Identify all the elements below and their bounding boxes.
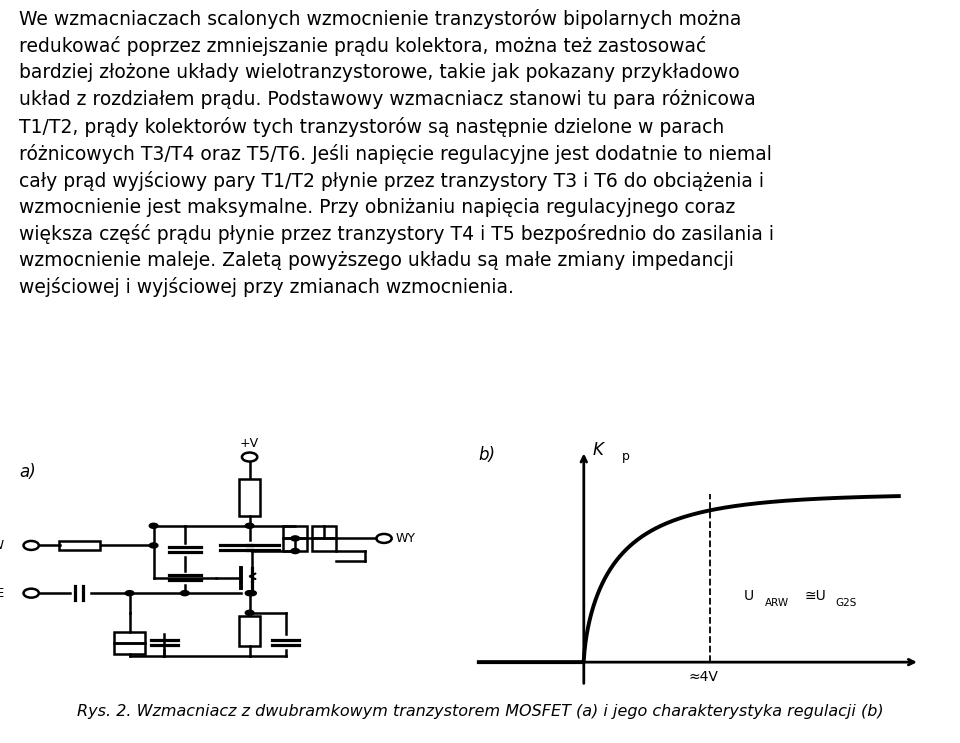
- Text: a): a): [19, 463, 36, 481]
- Circle shape: [291, 548, 300, 554]
- Bar: [283, 539, 307, 551]
- Text: Rys. 2. Wzmacniacz z dwubramkowym tranzystorem MOSFET (a) i jego charakterystyka: Rys. 2. Wzmacniacz z dwubramkowym tranzy…: [77, 704, 883, 719]
- Text: We wzmacniaczach scalonych wzmocnienie tranzystorów bipolarnych można
redukować : We wzmacniaczach scalonych wzmocnienie t…: [19, 9, 774, 297]
- Circle shape: [248, 591, 256, 596]
- Bar: [239, 479, 260, 516]
- Text: ≈4V: ≈4V: [688, 670, 718, 684]
- Bar: [283, 526, 307, 539]
- Circle shape: [291, 536, 300, 541]
- Text: b): b): [479, 447, 495, 464]
- Circle shape: [150, 543, 157, 548]
- Text: WY: WY: [396, 532, 416, 545]
- Text: K: K: [592, 441, 603, 459]
- Text: U: U: [743, 588, 754, 603]
- Text: +V: +V: [240, 437, 259, 450]
- Text: ≅U: ≅U: [804, 588, 826, 603]
- Bar: [114, 643, 145, 654]
- Text: ARW: ARW: [0, 539, 5, 552]
- Bar: [312, 539, 336, 551]
- Circle shape: [150, 523, 157, 528]
- Text: ARW: ARW: [765, 597, 789, 608]
- Bar: [59, 541, 100, 550]
- Circle shape: [246, 523, 254, 528]
- Text: p: p: [621, 450, 630, 463]
- Text: WE: WE: [0, 587, 5, 600]
- Circle shape: [246, 591, 254, 596]
- Circle shape: [246, 610, 254, 615]
- Text: G2S: G2S: [836, 597, 857, 608]
- Bar: [239, 616, 260, 646]
- Bar: [114, 632, 145, 643]
- Bar: [312, 526, 336, 539]
- Circle shape: [180, 591, 189, 596]
- Circle shape: [126, 591, 134, 596]
